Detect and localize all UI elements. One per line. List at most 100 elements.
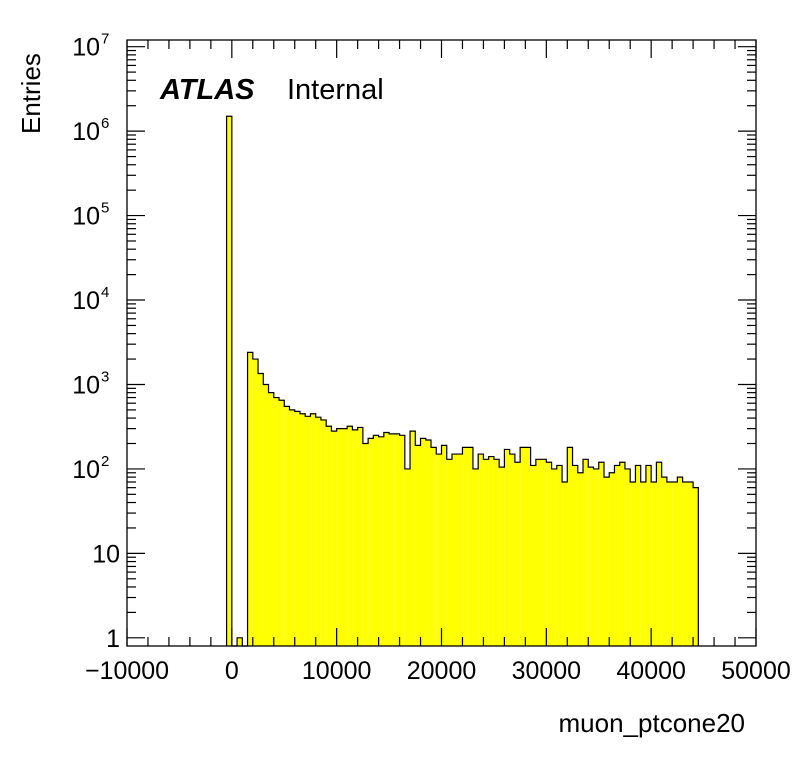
y-tick-label: 10 (72, 34, 100, 62)
histogram-bar (666, 482, 673, 646)
histogram-bar (593, 468, 599, 646)
histogram-bar (394, 433, 400, 646)
histogram-bar (572, 465, 578, 646)
histogram-bar (420, 438, 426, 646)
histogram-bar (431, 447, 437, 646)
histogram-bar (294, 411, 300, 646)
histogram-bar (577, 472, 584, 646)
y-tick-label: 10 (72, 118, 100, 146)
y-tick-label: 10 (92, 540, 120, 568)
histogram-bar (451, 454, 458, 646)
histogram-bar (645, 465, 652, 646)
histogram-bar (305, 416, 311, 646)
histogram-bar (630, 482, 636, 646)
histogram-bar (415, 445, 421, 646)
histogram-bar (488, 456, 494, 646)
y-tick-label: 10 (72, 456, 100, 484)
y-tick-exponent: 3 (101, 368, 109, 385)
histogram-bar (289, 409, 295, 646)
y-tick-label: 10 (72, 203, 100, 231)
x-axis-title: muon_ptcone20 (559, 708, 745, 738)
histogram-bar (509, 454, 515, 646)
histogram-bar (499, 467, 505, 646)
histogram-bar (562, 482, 568, 646)
histogram-bar (656, 462, 662, 646)
histogram-bar (651, 482, 657, 646)
histogram-bar (299, 413, 306, 646)
histogram-bar (347, 426, 353, 646)
histogram-bar (614, 465, 620, 646)
histogram-bar (446, 459, 452, 646)
axis-ticks (126, 40, 757, 646)
histogram-bar (268, 392, 274, 646)
y-tick-exponent: 6 (101, 115, 109, 132)
internal-label: Internal (287, 74, 384, 106)
histogram-bar (493, 459, 500, 646)
histogram-bar (362, 443, 369, 646)
histogram-bar (635, 465, 641, 646)
y-axis-title: Entries (16, 53, 46, 134)
histogram-bar (399, 435, 405, 646)
histogram-bar (504, 449, 510, 646)
histogram-bar (326, 426, 332, 646)
histogram-bar (467, 447, 473, 646)
y-tick-label: 10 (72, 371, 100, 399)
histogram-bar (226, 116, 232, 647)
x-tick-label: 10000 (302, 657, 372, 685)
histogram-bar (677, 477, 683, 646)
histogram-bar (252, 359, 259, 646)
histogram-bar (341, 428, 348, 646)
y-tick-exponent: 5 (101, 200, 109, 217)
x-tick-label: 30000 (512, 657, 582, 685)
histogram-bar (583, 459, 589, 646)
histogram-bar (609, 472, 615, 646)
x-tick-label: 50000 (721, 657, 791, 685)
histogram-bar (336, 428, 342, 646)
histogram-bar (263, 384, 269, 646)
histogram-bar (410, 431, 416, 646)
histogram-bar (383, 432, 390, 646)
x-tick-label: −10000 (85, 657, 169, 685)
histogram-bar (687, 482, 694, 646)
histogram-bar (373, 435, 379, 646)
y-tick-exponent: 2 (101, 453, 109, 470)
histogram-bar (279, 400, 285, 646)
y-tick-exponent: 7 (101, 31, 109, 48)
histogram-bar (567, 447, 573, 646)
histogram-bar (436, 454, 442, 646)
atlas-label: ATLAS (159, 74, 255, 106)
histogram-bar (682, 482, 688, 646)
histogram-bar (483, 459, 489, 646)
histogram-bar (530, 465, 536, 646)
histogram-bar (310, 413, 316, 646)
histogram-bar (514, 462, 521, 646)
histogram-bar (273, 397, 280, 646)
histogram-bar (546, 462, 552, 646)
histogram-bar (588, 467, 594, 646)
histogram-bar (247, 352, 253, 646)
histogram-bar (520, 447, 526, 646)
histogram-bar (640, 482, 646, 646)
histogram-bar (661, 477, 667, 646)
histogram-bar (441, 445, 447, 646)
histogram-bar (352, 429, 358, 646)
histogram-bar (556, 465, 563, 646)
histogram-bar (404, 468, 411, 646)
histogram-bar (368, 438, 374, 646)
histogram-bar (425, 440, 432, 646)
histogram-bar (535, 459, 542, 646)
histogram-bar (693, 487, 699, 646)
histogram-bar (525, 447, 531, 646)
y-tick-exponent: 4 (101, 284, 109, 301)
y-tick-label: 1 (106, 625, 120, 653)
histogram-bars (226, 116, 699, 647)
x-tick-label: 40000 (616, 657, 686, 685)
histogram-bar (284, 406, 290, 646)
histogram-bar (315, 417, 321, 646)
histogram-bar (598, 462, 604, 646)
y-tick-label: 10 (72, 287, 100, 315)
histogram-bar (624, 468, 631, 646)
histogram-bar (357, 427, 363, 646)
histogram-bar (320, 419, 327, 646)
